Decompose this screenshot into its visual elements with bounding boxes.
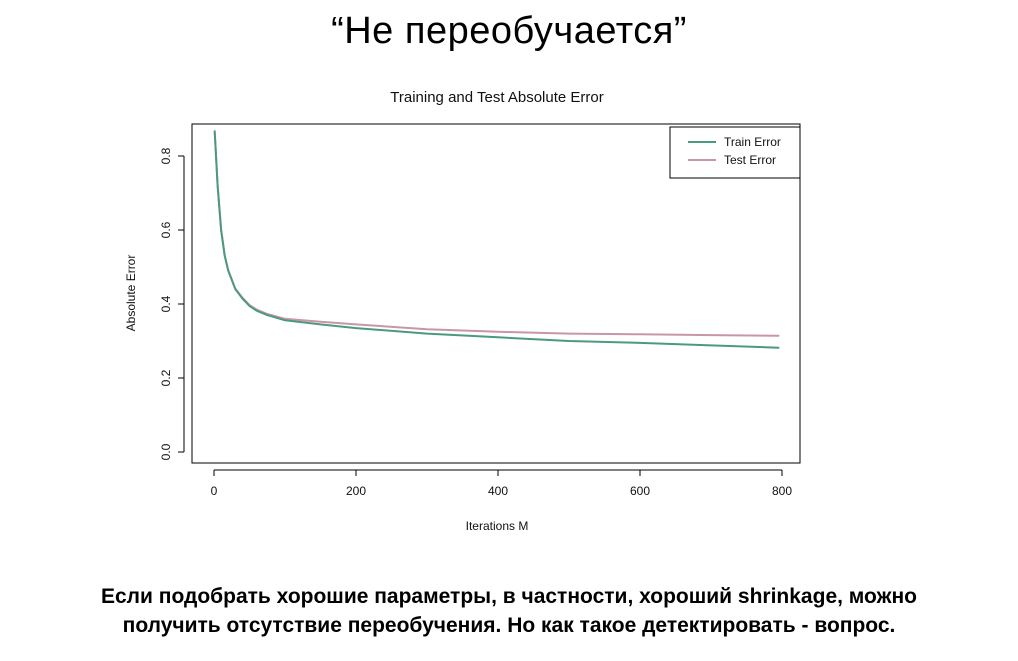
y-tick-label: 0.0 [159, 443, 173, 460]
y-tick-label: 0.2 [159, 369, 173, 386]
legend-box [669, 126, 801, 179]
x-axis-label: Iterations M [466, 519, 529, 533]
x-tick-label: 0 [211, 484, 218, 498]
x-tick-label: 200 [346, 484, 366, 498]
caption-line-2: получить отсутствие переобучения. Но как… [122, 614, 896, 637]
y-tick-label: 0.8 [159, 147, 173, 164]
x-axis: 0 200 400 600 800 [211, 469, 792, 498]
slide-caption: Если подобрать хорошие параметры, в част… [0, 582, 1018, 640]
y-axis-label: Absolute Error [124, 255, 138, 332]
error-chart: Training and Test Absolute Error 0.00.20… [124, 89, 801, 533]
chart-title: Training and Test Absolute Error [390, 89, 603, 106]
x-tick-label: 400 [488, 484, 508, 498]
series-layer [213, 129, 780, 349]
legend-label: Test Error [724, 153, 776, 167]
legend: Train Error Test Error [669, 126, 801, 179]
x-tick-label: 600 [630, 484, 650, 498]
y-tick-label: 0.4 [159, 295, 173, 312]
y-axis: 0.0 0.2 0.4 0.6 0.8 [159, 147, 185, 460]
caption-line-1: Если подобрать хорошие параметры, в част… [101, 585, 917, 608]
y-tick-label: 0.6 [159, 221, 173, 238]
x-tick-label: 800 [772, 484, 792, 498]
chart-container: Training and Test Absolute Error 0.0 0.2 0… [124, 89, 801, 533]
series-line-train-error [213, 131, 780, 349]
plot-frame [191, 123, 801, 464]
slide-title: “Не переобучается” [331, 10, 687, 52]
legend-label: Train Error [724, 135, 781, 149]
